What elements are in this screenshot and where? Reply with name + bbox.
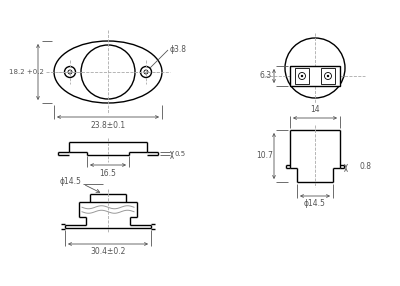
Text: 10.7: 10.7	[256, 152, 274, 160]
Text: 18.2 +0.2: 18.2 +0.2	[8, 69, 44, 75]
Text: 6.3: 6.3	[260, 72, 272, 80]
Bar	[321, 68, 335, 84]
Text: 30.4±0.2: 30.4±0.2	[90, 247, 126, 257]
Circle shape	[327, 75, 329, 77]
Circle shape	[301, 75, 303, 77]
Text: 23.8±0.1: 23.8±0.1	[90, 120, 126, 130]
Bar	[290, 66, 340, 86]
Bar	[295, 68, 309, 84]
Text: 16.5: 16.5	[100, 168, 116, 178]
Text: ϕ3.8: ϕ3.8	[170, 45, 187, 55]
Text: ϕ14.5: ϕ14.5	[304, 200, 326, 208]
Text: ϕ14.5: ϕ14.5	[60, 178, 82, 186]
Text: 14: 14	[310, 106, 320, 114]
Text: 0.5: 0.5	[174, 150, 186, 156]
Text: 0.8: 0.8	[360, 162, 372, 171]
